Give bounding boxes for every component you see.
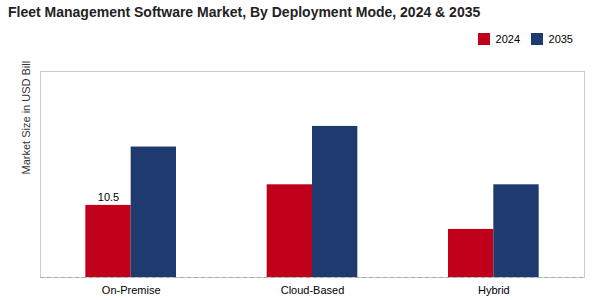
svg-text:Market Size in USD Billion: Market Size in USD Billion bbox=[20, 61, 32, 175]
html-text:2024: 2024 bbox=[495, 32, 520, 45]
svg-text:Hybrid: Hybrid bbox=[478, 284, 510, 296]
svg-text:10.5: 10.5 bbox=[98, 191, 119, 203]
svg-text:On-Premise: On-Premise bbox=[102, 284, 161, 296]
html-text:Fleet Management Software Mark: Fleet Management Software Market, By Dep… bbox=[8, 4, 481, 20]
html-text:2035: 2035 bbox=[548, 32, 573, 45]
svg-text:Cloud-Based: Cloud-Based bbox=[281, 284, 345, 296]
